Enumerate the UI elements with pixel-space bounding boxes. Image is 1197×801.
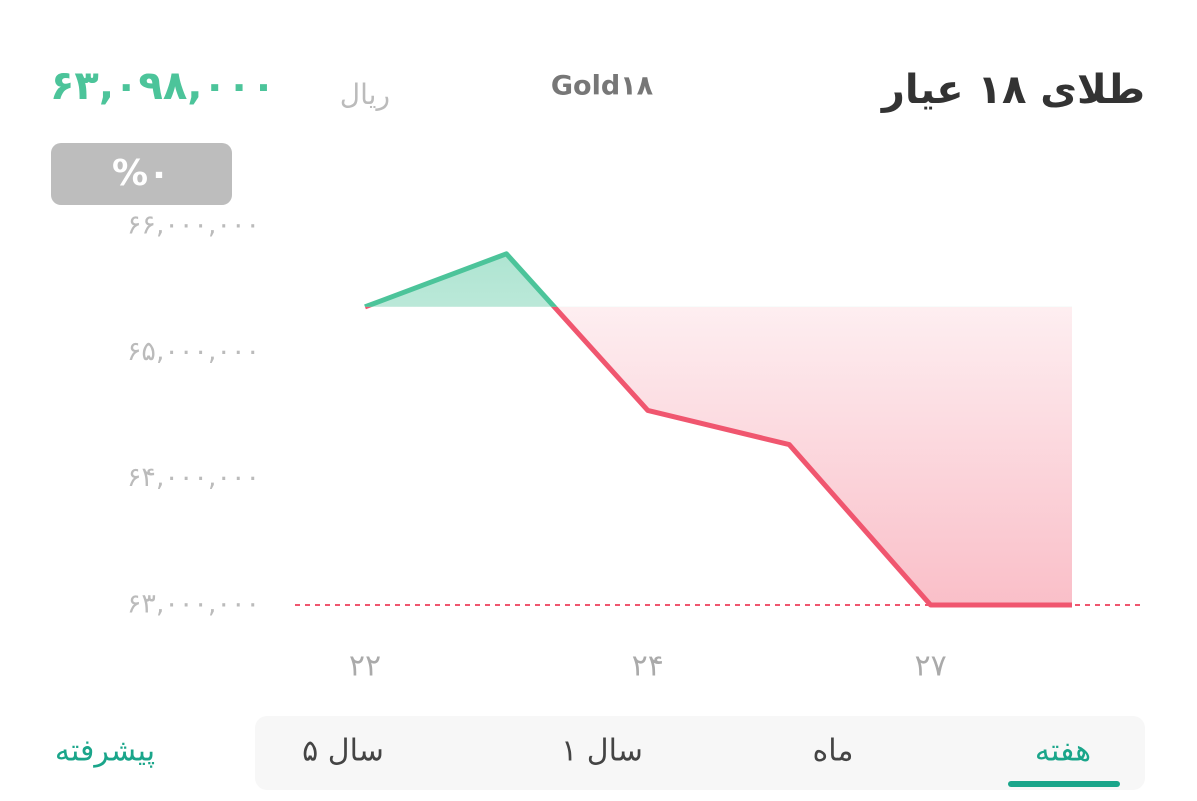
- tab-bar: [255, 716, 1145, 790]
- symbol: Gold۱۸: [551, 71, 654, 102]
- plot: ۶۳,۰۰۰,۰۰۰ ۶۴,۰۰۰,۰۰۰ ۶۵,۰۰۰,۰۰۰ ۶۶,۰۰۰,۰۰۰: [127, 210, 1145, 620]
- x-tick-label: ۲۲: [349, 649, 381, 684]
- tab[interactable]: ماه: [813, 734, 854, 769]
- x-tick-label: ۲۷: [914, 649, 946, 684]
- price: ۶۳,۰۹۸,۰۰۰: [50, 63, 276, 109]
- title: طلای ۱۸ عیار: [880, 67, 1145, 113]
- advanced-button[interactable]: پیشرفته: [55, 734, 155, 769]
- tab[interactable]: هفته: [1035, 734, 1091, 769]
- unit: ریال: [340, 78, 390, 111]
- y-tick-label: ۶۴,۰۰۰,۰۰۰: [127, 462, 260, 493]
- tab-underline: [1008, 781, 1120, 787]
- y-tick-label: ۶۶,۰۰۰,۰۰۰: [127, 210, 260, 241]
- y-tick-label: ۶۳,۰۰۰,۰۰۰: [127, 589, 260, 620]
- down-area: [554, 306, 1072, 606]
- change: %۰: [112, 153, 170, 194]
- tab[interactable]: ۱ سال: [561, 734, 643, 769]
- change-badge: [51, 143, 232, 205]
- y-tick-label: ۶۵,۰۰۰,۰۰۰: [127, 336, 260, 367]
- x-tick-label: ۲۴: [632, 649, 664, 684]
- line-down: [365, 306, 1072, 608]
- tab[interactable]: ۵ سال: [302, 734, 384, 769]
- line-up: [364, 251, 558, 307]
